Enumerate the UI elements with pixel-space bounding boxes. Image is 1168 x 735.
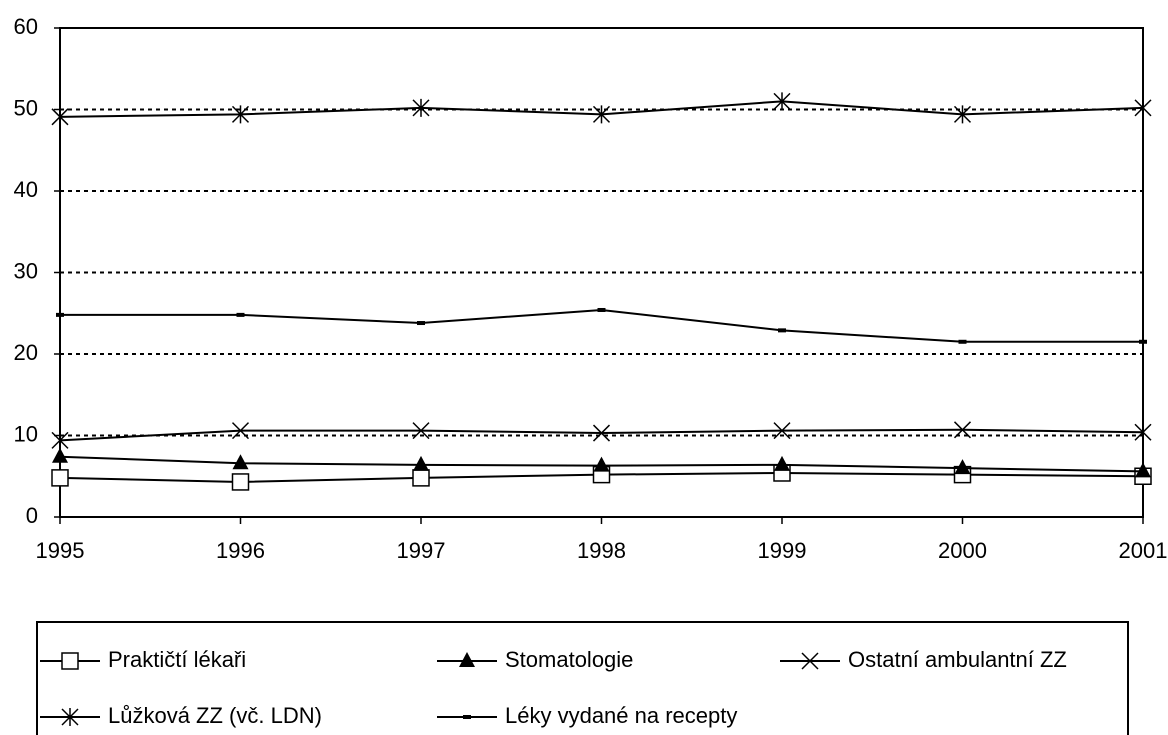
x-tick-label: 1995 (36, 538, 85, 563)
marker (231, 105, 250, 124)
marker (958, 339, 967, 344)
marker (592, 105, 611, 124)
y-tick-label: 20 (14, 340, 38, 365)
legend-label: Lůžková ZZ (vč. LDN) (108, 703, 322, 728)
legend-label: Ostatní ambulantní ZZ (848, 647, 1067, 672)
marker (773, 422, 791, 440)
marker (1135, 462, 1151, 478)
marker (52, 447, 68, 463)
marker (232, 454, 249, 470)
marker (953, 105, 972, 124)
legend-box (36, 621, 1129, 735)
marker (463, 715, 471, 719)
marker (592, 424, 611, 442)
marker (231, 473, 250, 491)
marker (412, 98, 430, 117)
marker (774, 455, 790, 471)
marker (593, 456, 610, 472)
y-tick-label: 50 (14, 95, 38, 120)
marker (954, 459, 971, 475)
marker (1139, 339, 1147, 344)
legend-label: Stomatologie (505, 647, 633, 672)
x-tick-label: 1998 (577, 538, 626, 563)
marker (417, 321, 425, 326)
y-tick-label: 10 (14, 421, 38, 446)
marker (231, 422, 250, 440)
y-tick-label: 30 (14, 258, 38, 283)
marker (953, 421, 972, 439)
marker (51, 469, 69, 487)
series-line (60, 308, 1143, 343)
x-tick-label: 1999 (758, 538, 807, 563)
marker (413, 455, 429, 471)
marker (61, 708, 79, 726)
x-tick-label: 2000 (938, 538, 987, 563)
marker (51, 107, 69, 126)
marker (801, 652, 819, 670)
marker (236, 312, 245, 317)
legend-label: Praktičtí lékaři (108, 647, 246, 672)
legend-label: Léky vydané na recepty (505, 703, 737, 728)
marker (412, 469, 430, 487)
x-tick-label: 2001 (1119, 538, 1168, 563)
marker (1134, 98, 1152, 117)
marker (1134, 423, 1152, 441)
x-tick-label: 1996 (216, 538, 265, 563)
x-tick-label: 1997 (397, 538, 446, 563)
plot-frame (59, 27, 1144, 518)
y-tick-label: 60 (14, 14, 38, 39)
y-tick-label: 0 (26, 503, 38, 528)
marker (412, 422, 430, 440)
marker (56, 312, 64, 317)
y-tick-label: 40 (14, 177, 38, 202)
marker (597, 307, 606, 312)
legend: Praktičtí lékaři Stomatologie Ostatní ambu… (36, 621, 1129, 735)
marker (773, 92, 791, 111)
marker (459, 652, 475, 667)
marker (51, 431, 69, 449)
marker (778, 328, 786, 333)
marker (61, 652, 79, 670)
